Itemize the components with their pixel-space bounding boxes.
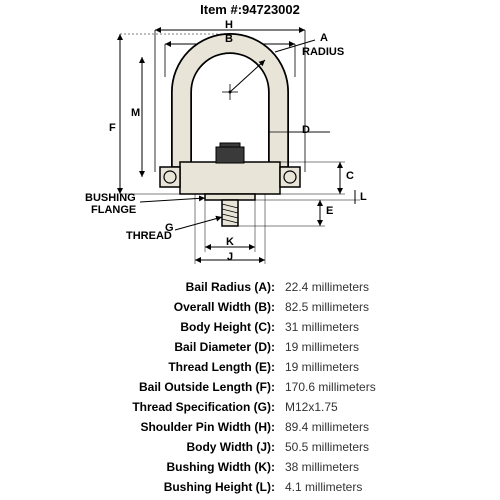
dim-label-l: L — [360, 191, 367, 203]
technical-diagram: H B A RADIUS M F D C L E BUSHING FLANGE … — [0, 2, 500, 272]
dim-label-c: C — [346, 170, 354, 182]
spec-label: Body Width (J): — [70, 437, 285, 457]
spec-row: Thread Specification (G): M12x1.75 — [70, 397, 450, 417]
spec-value: 50.5 millimeters — [285, 437, 369, 457]
dim-label-e: E — [326, 205, 333, 217]
dim-label-f: F — [109, 122, 116, 134]
dim-label-radius: RADIUS — [302, 46, 344, 58]
dim-label-k: K — [226, 236, 234, 248]
spec-row: Bail Radius (A): 22.4 millimeters — [70, 277, 450, 297]
spec-row: Bushing Height (L): 4.1 millimeters — [70, 477, 450, 497]
dim-label-d: D — [302, 124, 310, 136]
spec-value: 38 millimeters — [285, 457, 359, 477]
spec-label: Overall Width (B): — [70, 297, 285, 317]
spec-row: Bail Outside Length (F): 170.6 millimete… — [70, 377, 450, 397]
spec-label: Bail Radius (A): — [70, 277, 285, 297]
spec-label: Body Height (C): — [70, 317, 285, 337]
spec-label: Shoulder Pin Width (H): — [70, 417, 285, 437]
spec-row: Shoulder Pin Width (H): 89.4 millimeters — [70, 417, 450, 437]
dim-label-a: A — [320, 32, 328, 44]
spec-label: Bail Diameter (D): — [70, 337, 285, 357]
spec-row: Bushing Width (K): 38 millimeters — [70, 457, 450, 477]
spec-label: Thread Specification (G): — [70, 397, 285, 417]
spec-value: 19 millimeters — [285, 357, 359, 377]
spec-row: Overall Width (B): 82.5 millimeters — [70, 297, 450, 317]
spec-value: 4.1 millimeters — [285, 477, 362, 497]
dim-label-j: J — [227, 251, 233, 263]
spec-value: 31 millimeters — [285, 317, 359, 337]
spec-row: Thread Length (E): 19 millimeters — [70, 357, 450, 377]
spec-value: M12x1.75 — [285, 397, 338, 417]
spec-label: Bushing Width (K): — [70, 457, 285, 477]
dim-label-h: H — [225, 19, 233, 31]
spec-value: 22.4 millimeters — [285, 277, 369, 297]
spec-value: 82.5 millimeters — [285, 297, 369, 317]
dim-label-g: G — [165, 222, 174, 234]
dim-label-m: M — [131, 107, 140, 119]
spec-label: Bail Outside Length (F): — [70, 377, 285, 397]
label-flange: FLANGE — [91, 204, 136, 216]
spec-label: Bushing Height (L): — [70, 477, 285, 497]
spec-row: Bail Diameter (D): 19 millimeters — [70, 337, 450, 357]
spec-value: 170.6 millimeters — [285, 377, 376, 397]
spec-value: 19 millimeters — [285, 337, 359, 357]
spec-label: Thread Length (E): — [70, 357, 285, 377]
specifications-table: Bail Radius (A): 22.4 millimeters Overal… — [70, 277, 450, 497]
spec-row: Body Height (C): 31 millimeters — [70, 317, 450, 337]
spec-value: 89.4 millimeters — [285, 417, 369, 437]
spec-row: Body Width (J): 50.5 millimeters — [70, 437, 450, 457]
dim-label-b: B — [225, 33, 233, 45]
label-bushing: BUSHING — [85, 192, 136, 204]
